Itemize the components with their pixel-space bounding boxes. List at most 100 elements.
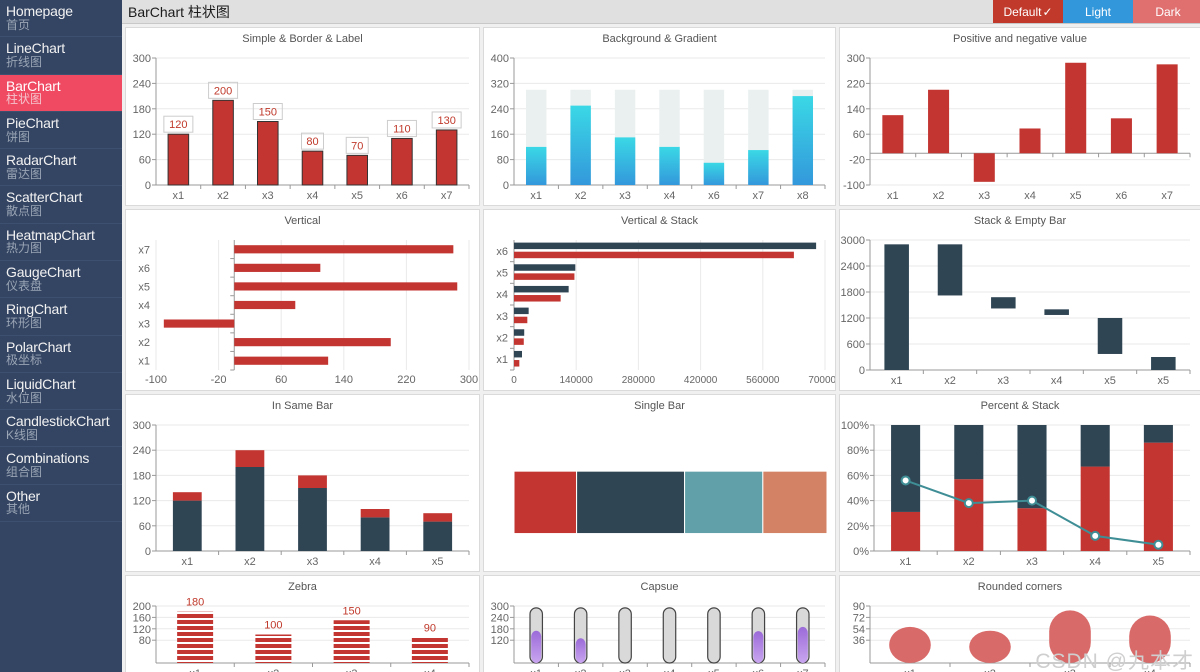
svg-text:160: 160 xyxy=(491,129,509,141)
svg-text:x4: x4 xyxy=(664,668,676,672)
sidebar-item-piechart[interactable]: PieChart 饼图 xyxy=(0,112,122,150)
theme-button-default[interactable]: Default ✓ xyxy=(993,0,1063,23)
chart-card-positive-negative[interactable]: Positive and negative value -100 -20 60 140… xyxy=(839,27,1200,206)
chart-card-stack-empty-bar[interactable]: Stack & Empty Bar 0 600 1200 1800 2400 3000 x1… xyxy=(839,209,1200,391)
svg-text:180: 180 xyxy=(133,470,151,482)
page-title: BarChart 柱状图 xyxy=(128,3,230,20)
chart-card-percent-stack[interactable]: Percent & Stack 0% 20% 40% 60% 80% 100% x1 x2 x3… xyxy=(839,394,1200,572)
svg-text:x2: x2 xyxy=(933,190,945,202)
chart-card-simple-border-label[interactable]: Simple & Border & Label 0 60 120 180 240 300 x… xyxy=(125,27,480,206)
theme-button-dark[interactable]: Dark xyxy=(1133,0,1200,23)
svg-text:x1: x1 xyxy=(900,556,912,568)
svg-text:x4: x4 xyxy=(1051,375,1063,387)
svg-text:120: 120 xyxy=(169,119,187,131)
svg-text:72: 72 xyxy=(853,612,865,624)
chart-title: In Same Bar xyxy=(271,400,334,412)
sidebar-item-scatterchart[interactable]: ScatterChart 散点图 xyxy=(0,186,122,224)
svg-text:180: 180 xyxy=(491,624,509,636)
svg-text:x5: x5 xyxy=(1070,190,1082,202)
svg-text:2400: 2400 xyxy=(841,261,865,273)
chart-plot: -100 -20 60 140 220 300 x1 x2 x3 x4 x5 x6 x7 xyxy=(126,230,479,390)
chart-plot: 0 80 160 240 320 400 x1 x2 x3 x4 x6 x7 x8 xyxy=(484,48,835,205)
theme-button-label: Default xyxy=(1003,4,1042,19)
chart-title: Vertical & Stack xyxy=(620,215,699,227)
sidebar-item-polarchart[interactable]: PolarChart 极坐标 xyxy=(0,336,122,373)
svg-text:x1: x1 xyxy=(138,356,150,368)
sidebar-item-ringchart[interactable]: RingChart 环形图 xyxy=(0,298,122,336)
sidebar-item-linechart[interactable]: LineChart 折线图 xyxy=(0,37,122,75)
svg-text:x1: x1 xyxy=(189,668,201,672)
svg-text:80: 80 xyxy=(139,635,151,647)
svg-text:x4: x4 xyxy=(1144,668,1156,672)
chart-plot: 0% 20% 40% 60% 80% 100% x1 x2 x3 x4 x5 xyxy=(840,415,1200,571)
svg-text:60%: 60% xyxy=(847,470,869,482)
chart-card-single-bar[interactable]: Single Bar xyxy=(483,394,836,572)
sidebar-item-candlestickchart[interactable]: CandlestickChart K线图 xyxy=(0,410,122,448)
svg-text:x4: x4 xyxy=(664,190,676,202)
sidebar-item-label-en: CandlestickChart xyxy=(6,413,110,430)
svg-text:300: 300 xyxy=(133,53,151,65)
chart-card-vertical-stack[interactable]: Vertical & Stack 0 140000 280000 420000 5600… xyxy=(483,209,836,391)
svg-text:x5: x5 xyxy=(1104,375,1116,387)
topbar: BarChart 柱状图 Default ✓ Light Dark xyxy=(122,0,1200,24)
svg-text:x3: x3 xyxy=(1026,556,1038,568)
svg-text:300: 300 xyxy=(847,53,865,65)
sidebar-item-radarchart[interactable]: RadarChart 雷达图 xyxy=(0,149,122,187)
sidebar-item-label-en: PieChart xyxy=(6,114,59,131)
chart-card-vertical[interactable]: Vertical -100 -20 60 140 220 300 x1 x2 x3 x4 x5 x6 x… xyxy=(125,209,480,391)
chart-card-background-gradient[interactable]: Background & Gradient 0 80 160 240 320 400 x1 x… xyxy=(483,27,836,206)
svg-text:80: 80 xyxy=(497,155,509,167)
svg-text:x3: x3 xyxy=(307,556,319,568)
chart-card-in-same-bar[interactable]: In Same Bar 0 60 120 180 240 300 x1 x2 x3 x4 x5 xyxy=(125,394,480,572)
chart-title: Vertical xyxy=(284,215,321,227)
svg-text:300: 300 xyxy=(133,420,151,432)
sidebar-item-barchart[interactable]: BarChart 柱状图 xyxy=(0,74,122,112)
svg-text:300: 300 xyxy=(460,374,478,386)
sidebar-item-liquidchart[interactable]: LiquidChart 水位图 xyxy=(0,373,122,411)
svg-text:200: 200 xyxy=(214,85,232,97)
svg-text:300: 300 xyxy=(491,601,509,613)
svg-text:140000: 140000 xyxy=(560,375,594,386)
svg-text:x1: x1 xyxy=(530,668,542,672)
svg-text:x7: x7 xyxy=(797,668,809,672)
sidebar-item-combinations[interactable]: Combinations 组合图 xyxy=(0,447,122,485)
sidebar-item-gaugechart[interactable]: GaugeChart 仪表盘 xyxy=(0,261,122,299)
sidebar-item-label-en: GaugeChart xyxy=(6,263,81,280)
svg-text:x4: x4 xyxy=(138,300,150,312)
theme-switcher: Default ✓ Light Dark xyxy=(993,0,1200,23)
svg-text:0%: 0% xyxy=(853,546,869,558)
chart-card-rounded-corners[interactable]: Rounded corners 36547290x1x2x3x4 CSDN @九… xyxy=(839,575,1200,672)
svg-text:x3: x3 xyxy=(978,190,990,202)
sidebar-item-label-cn: 环形图 xyxy=(6,315,43,330)
svg-text:3000: 3000 xyxy=(841,235,865,247)
svg-text:x7: x7 xyxy=(753,190,765,202)
svg-text:36: 36 xyxy=(853,635,865,647)
svg-text:x2: x2 xyxy=(944,375,956,387)
svg-text:x1: x1 xyxy=(530,190,542,202)
svg-text:x2: x2 xyxy=(575,668,587,672)
svg-text:x2: x2 xyxy=(138,337,150,349)
svg-text:20%: 20% xyxy=(847,521,869,533)
sidebar-item-label-cn: 热力图 xyxy=(6,241,43,256)
svg-text:x3: x3 xyxy=(496,311,508,323)
svg-text:x1: x1 xyxy=(173,190,185,202)
sidebar-item-homepage[interactable]: Homepage 首页 xyxy=(0,0,122,38)
sidebar-item-label-cn: K线图 xyxy=(6,427,39,442)
svg-text:120: 120 xyxy=(491,635,509,647)
sidebar-item-other[interactable]: Other 其他 xyxy=(0,485,122,522)
svg-text:x5: x5 xyxy=(1158,375,1170,387)
chart-title: Capsue xyxy=(640,581,679,593)
sidebar-item-label-cn: 散点图 xyxy=(6,204,43,219)
svg-text:60: 60 xyxy=(139,155,151,167)
sidebar-item-label-en: RadarChart xyxy=(6,152,77,169)
svg-text:420000: 420000 xyxy=(684,375,718,386)
svg-text:x5: x5 xyxy=(138,281,150,293)
sidebar-item-label-en: Homepage xyxy=(6,3,73,19)
svg-text:140: 140 xyxy=(847,104,865,116)
sidebar-item-heatmapchart[interactable]: HeatmapChart 热力图 xyxy=(0,224,122,261)
theme-button-light[interactable]: Light xyxy=(1063,0,1133,23)
